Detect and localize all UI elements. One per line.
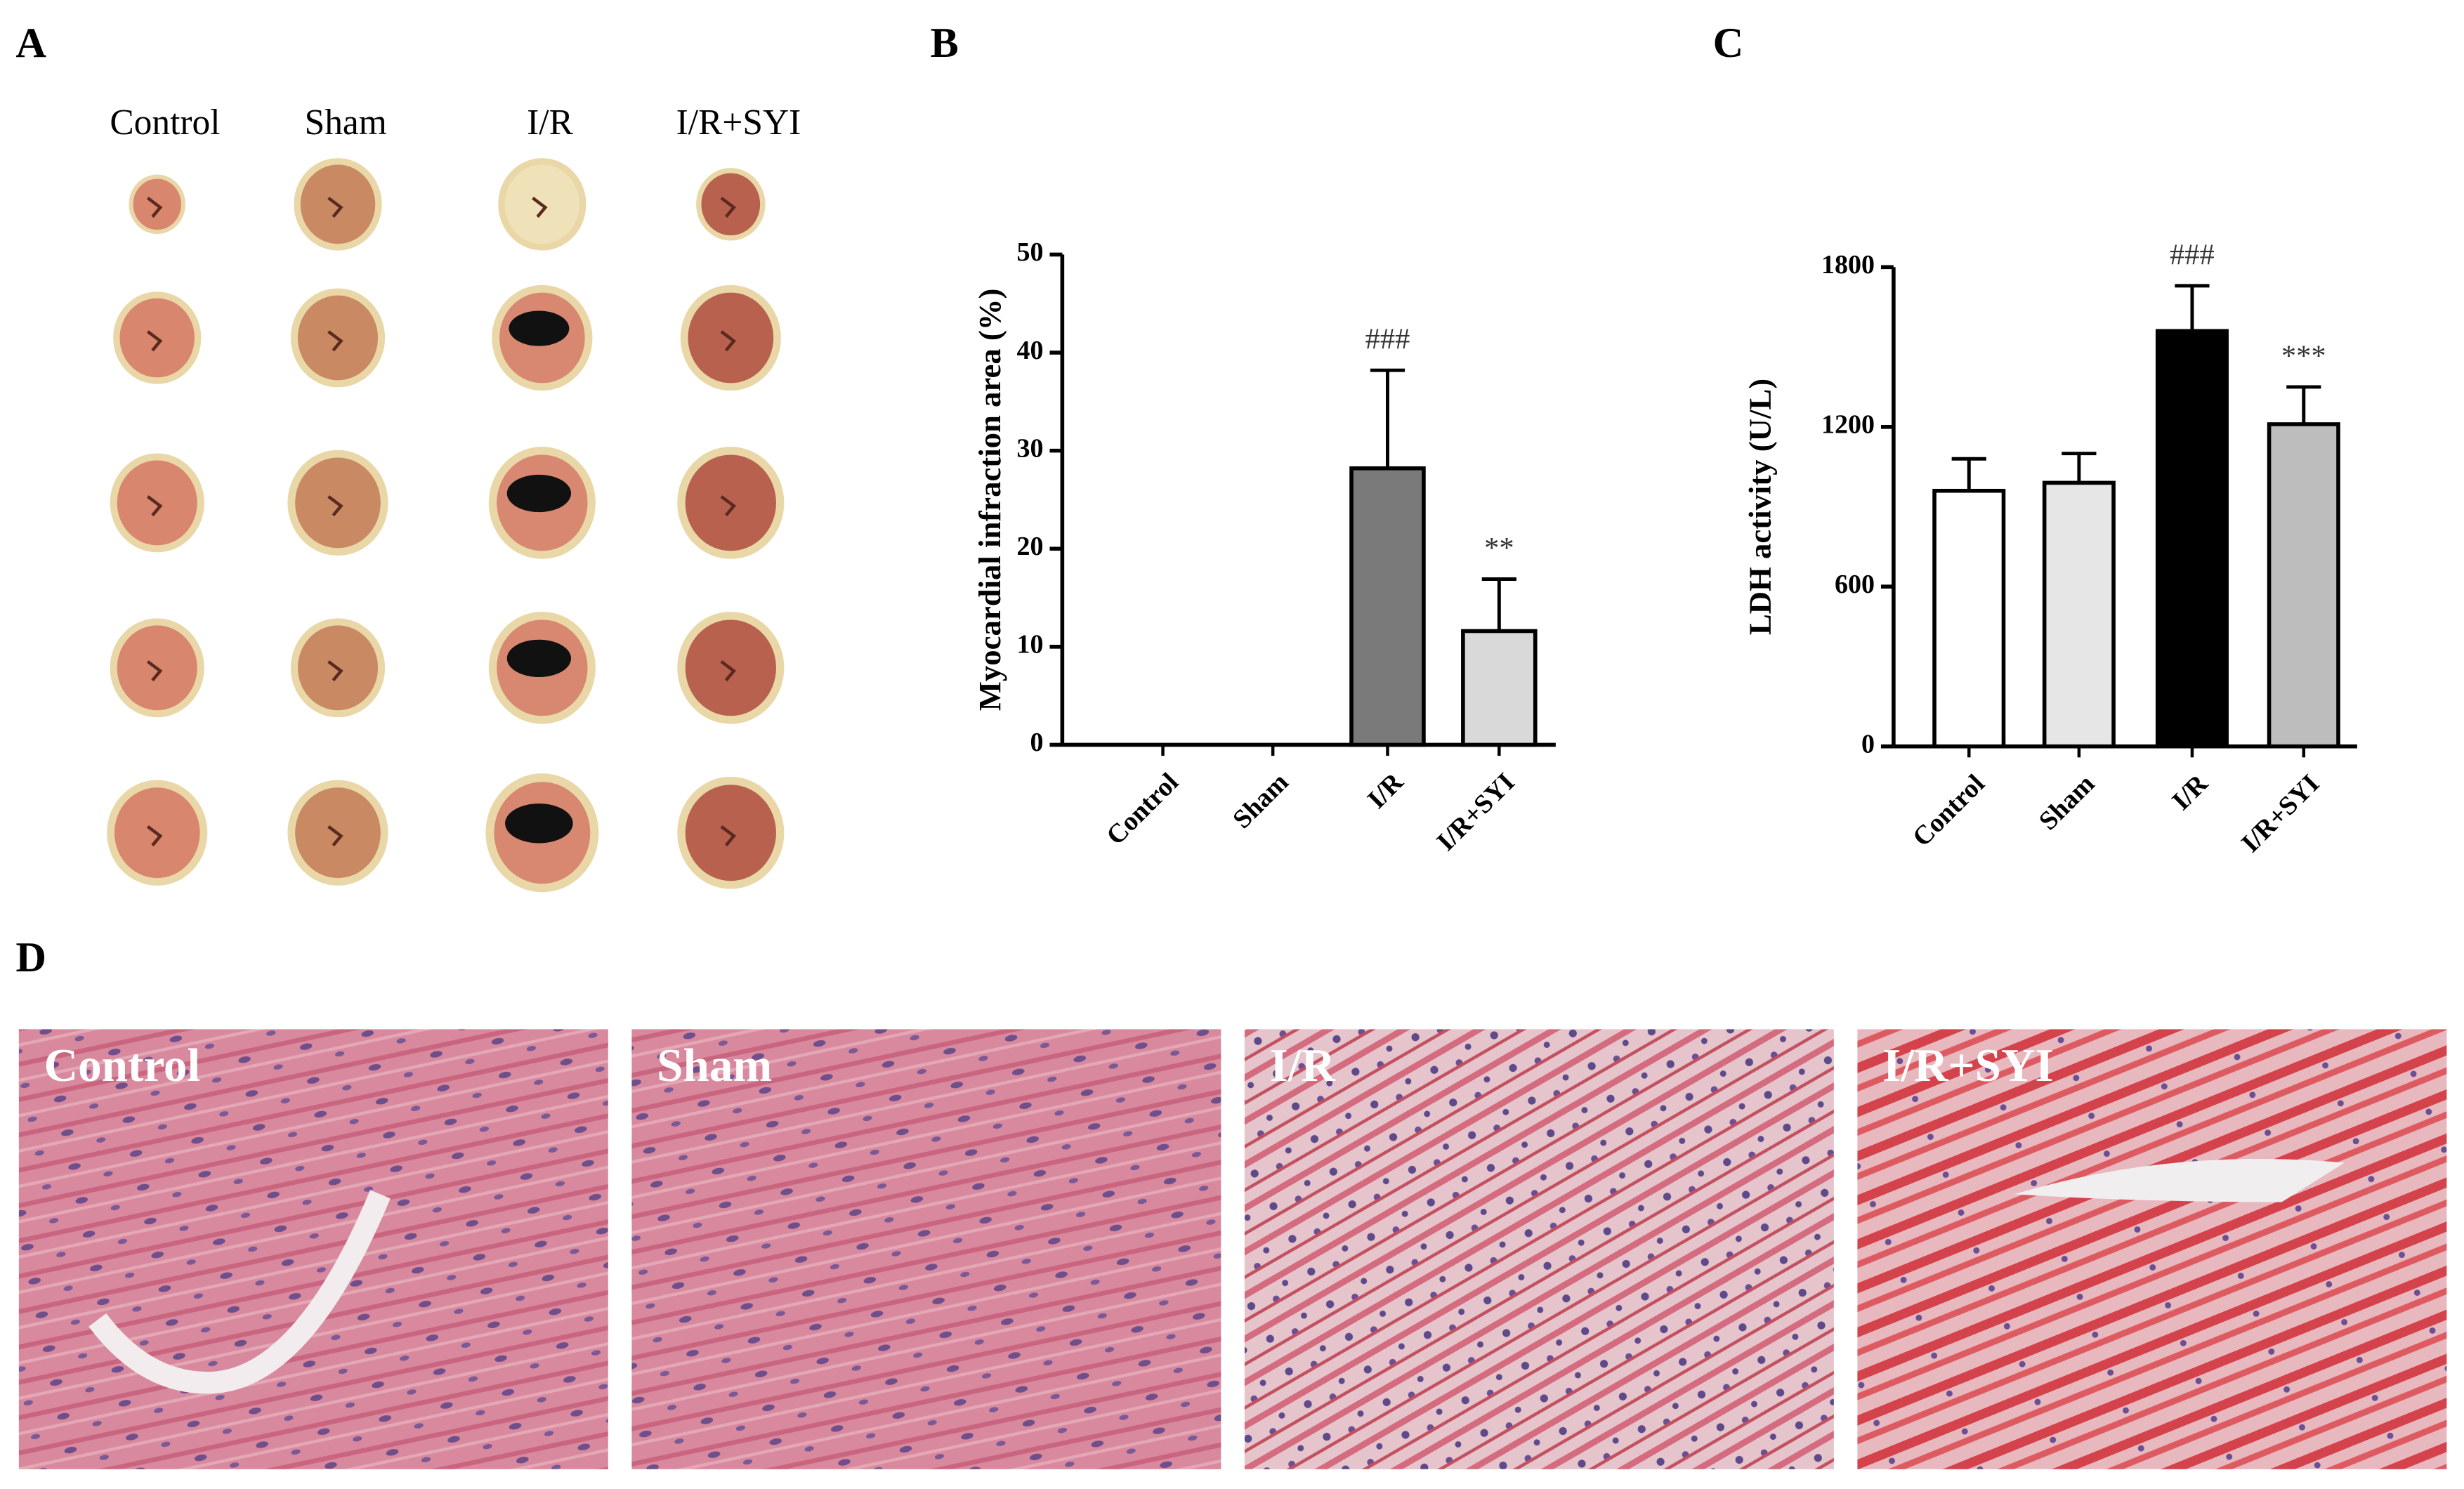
- column-label: I/R+SYI: [676, 103, 801, 143]
- lumen: [720, 495, 737, 517]
- significance-label: ###: [2170, 238, 2215, 271]
- infarct: [509, 310, 570, 346]
- vessel: [89, 1190, 391, 1394]
- lumen: [532, 197, 548, 218]
- micrograph: [18, 1029, 608, 1469]
- heart-slice: [113, 291, 202, 384]
- y-tick-label: 1800: [1821, 250, 1875, 280]
- image-label: Sham: [657, 1039, 772, 1091]
- y-tick-label: 40: [1017, 336, 1044, 365]
- column-label: I/R: [527, 103, 573, 143]
- y-axis-label: Myocardial infraction area (%): [972, 289, 1007, 711]
- bar: [2042, 480, 2116, 749]
- panel-letter: C: [1713, 20, 1744, 67]
- infarct: [506, 639, 572, 678]
- heart-slice: [488, 447, 596, 559]
- lumen: [146, 660, 163, 682]
- lumen: [327, 330, 343, 352]
- image-label: I/R: [1270, 1039, 1337, 1091]
- heart-slice: [696, 168, 766, 241]
- panel-letter: D: [15, 934, 46, 981]
- bar: [1349, 466, 1426, 747]
- heart-slice: [488, 611, 596, 724]
- infarct: [506, 474, 572, 513]
- bar-chart: LDH activity (U/L) 0 600 1200 1800 Control Sha…: [1742, 238, 2357, 858]
- lumen: [327, 825, 343, 847]
- x-tick-label: Sham: [1227, 767, 1295, 834]
- image-label: Control: [44, 1039, 200, 1091]
- significance-label: ###: [1365, 323, 1410, 356]
- charts: Myocardial infraction area (%) 0 10 20 30 40 5…: [972, 237, 2357, 858]
- heart-slice: [677, 447, 785, 559]
- lumen: [720, 197, 737, 218]
- panel-letter: A: [15, 20, 46, 67]
- lumen: [327, 197, 343, 218]
- panel-letter: B: [930, 20, 958, 67]
- heart-slice: [677, 611, 785, 724]
- heart-slice: [294, 158, 382, 251]
- lumen: [327, 660, 343, 682]
- y-tick-label: 1200: [1821, 410, 1875, 440]
- y-tick-label: 30: [1017, 433, 1044, 463]
- bar: [2155, 329, 2229, 749]
- heart-slice: [498, 158, 586, 251]
- gap: [2014, 1158, 2345, 1202]
- column-label: Sham: [305, 103, 387, 143]
- heart-slice: [110, 618, 204, 718]
- lumen: [720, 825, 737, 847]
- micrograph: [1857, 1029, 2447, 1469]
- lumen: [720, 660, 737, 682]
- heart-slice: [287, 450, 388, 556]
- lumen: [146, 825, 163, 847]
- image-label: I/R+SYI: [1882, 1039, 2053, 1091]
- bar: [2267, 422, 2340, 749]
- heart-slice: [492, 284, 593, 391]
- micrograph: [631, 1029, 1221, 1469]
- heart-slice: [110, 453, 204, 553]
- heart-slice: [680, 284, 781, 391]
- histology-image: I/R+SYI: [1857, 1029, 2447, 1469]
- x-tick-label: Control: [1101, 768, 1184, 851]
- bar: [1932, 488, 2006, 749]
- x-tick-label: I/R+SYI: [2236, 769, 2325, 858]
- lumen: [146, 330, 163, 352]
- bar: [1461, 629, 1538, 747]
- x-tick-label: Control: [1907, 769, 1991, 853]
- heart-slice: [287, 780, 388, 886]
- infarct: [505, 803, 573, 844]
- x-tick-label: I/R: [2166, 768, 2213, 815]
- column-label: Control: [110, 103, 220, 143]
- panel-a: Control Sham I/R I/R+SYI: [107, 103, 801, 893]
- heart-slice: [485, 773, 599, 893]
- y-tick-label: 10: [1017, 630, 1044, 660]
- panel-letters: A B C D: [15, 20, 1743, 981]
- significance-label: **: [1484, 532, 1514, 565]
- x-tick-label: Sham: [2033, 769, 2101, 837]
- heart-slice: [290, 288, 386, 388]
- histology-image: Control: [18, 1029, 608, 1469]
- y-axis-label: LDH activity (U/L): [1742, 379, 1777, 635]
- y-tick-label: 0: [1861, 729, 1875, 759]
- lumen: [146, 495, 163, 517]
- y-tick-label: 20: [1017, 532, 1044, 561]
- y-tick-label: 600: [1835, 570, 1875, 599]
- heart-slice: [290, 618, 386, 718]
- y-tick-label: 0: [1030, 728, 1044, 757]
- x-tick-label: I/R: [1362, 767, 1409, 814]
- bar-chart: Myocardial infraction area (%) 0 10 20 30 40 5…: [972, 237, 1556, 857]
- micrograph: [1244, 1029, 1834, 1469]
- lumen: [720, 330, 737, 352]
- heart-slice: [129, 174, 186, 235]
- lumen: [327, 495, 343, 517]
- histology-image: I/R: [1244, 1029, 1834, 1469]
- heart-slice: [107, 780, 208, 886]
- y-tick-label: 50: [1017, 237, 1044, 267]
- heart-slice: [677, 776, 785, 889]
- lumen: [146, 197, 163, 218]
- x-tick-label: I/R+SYI: [1431, 768, 1521, 857]
- significance-label: ***: [2281, 339, 2326, 372]
- histology-image: Sham: [631, 1029, 1221, 1469]
- panel-d: Control Sham I/R I/R+SYI: [18, 1029, 2447, 1469]
